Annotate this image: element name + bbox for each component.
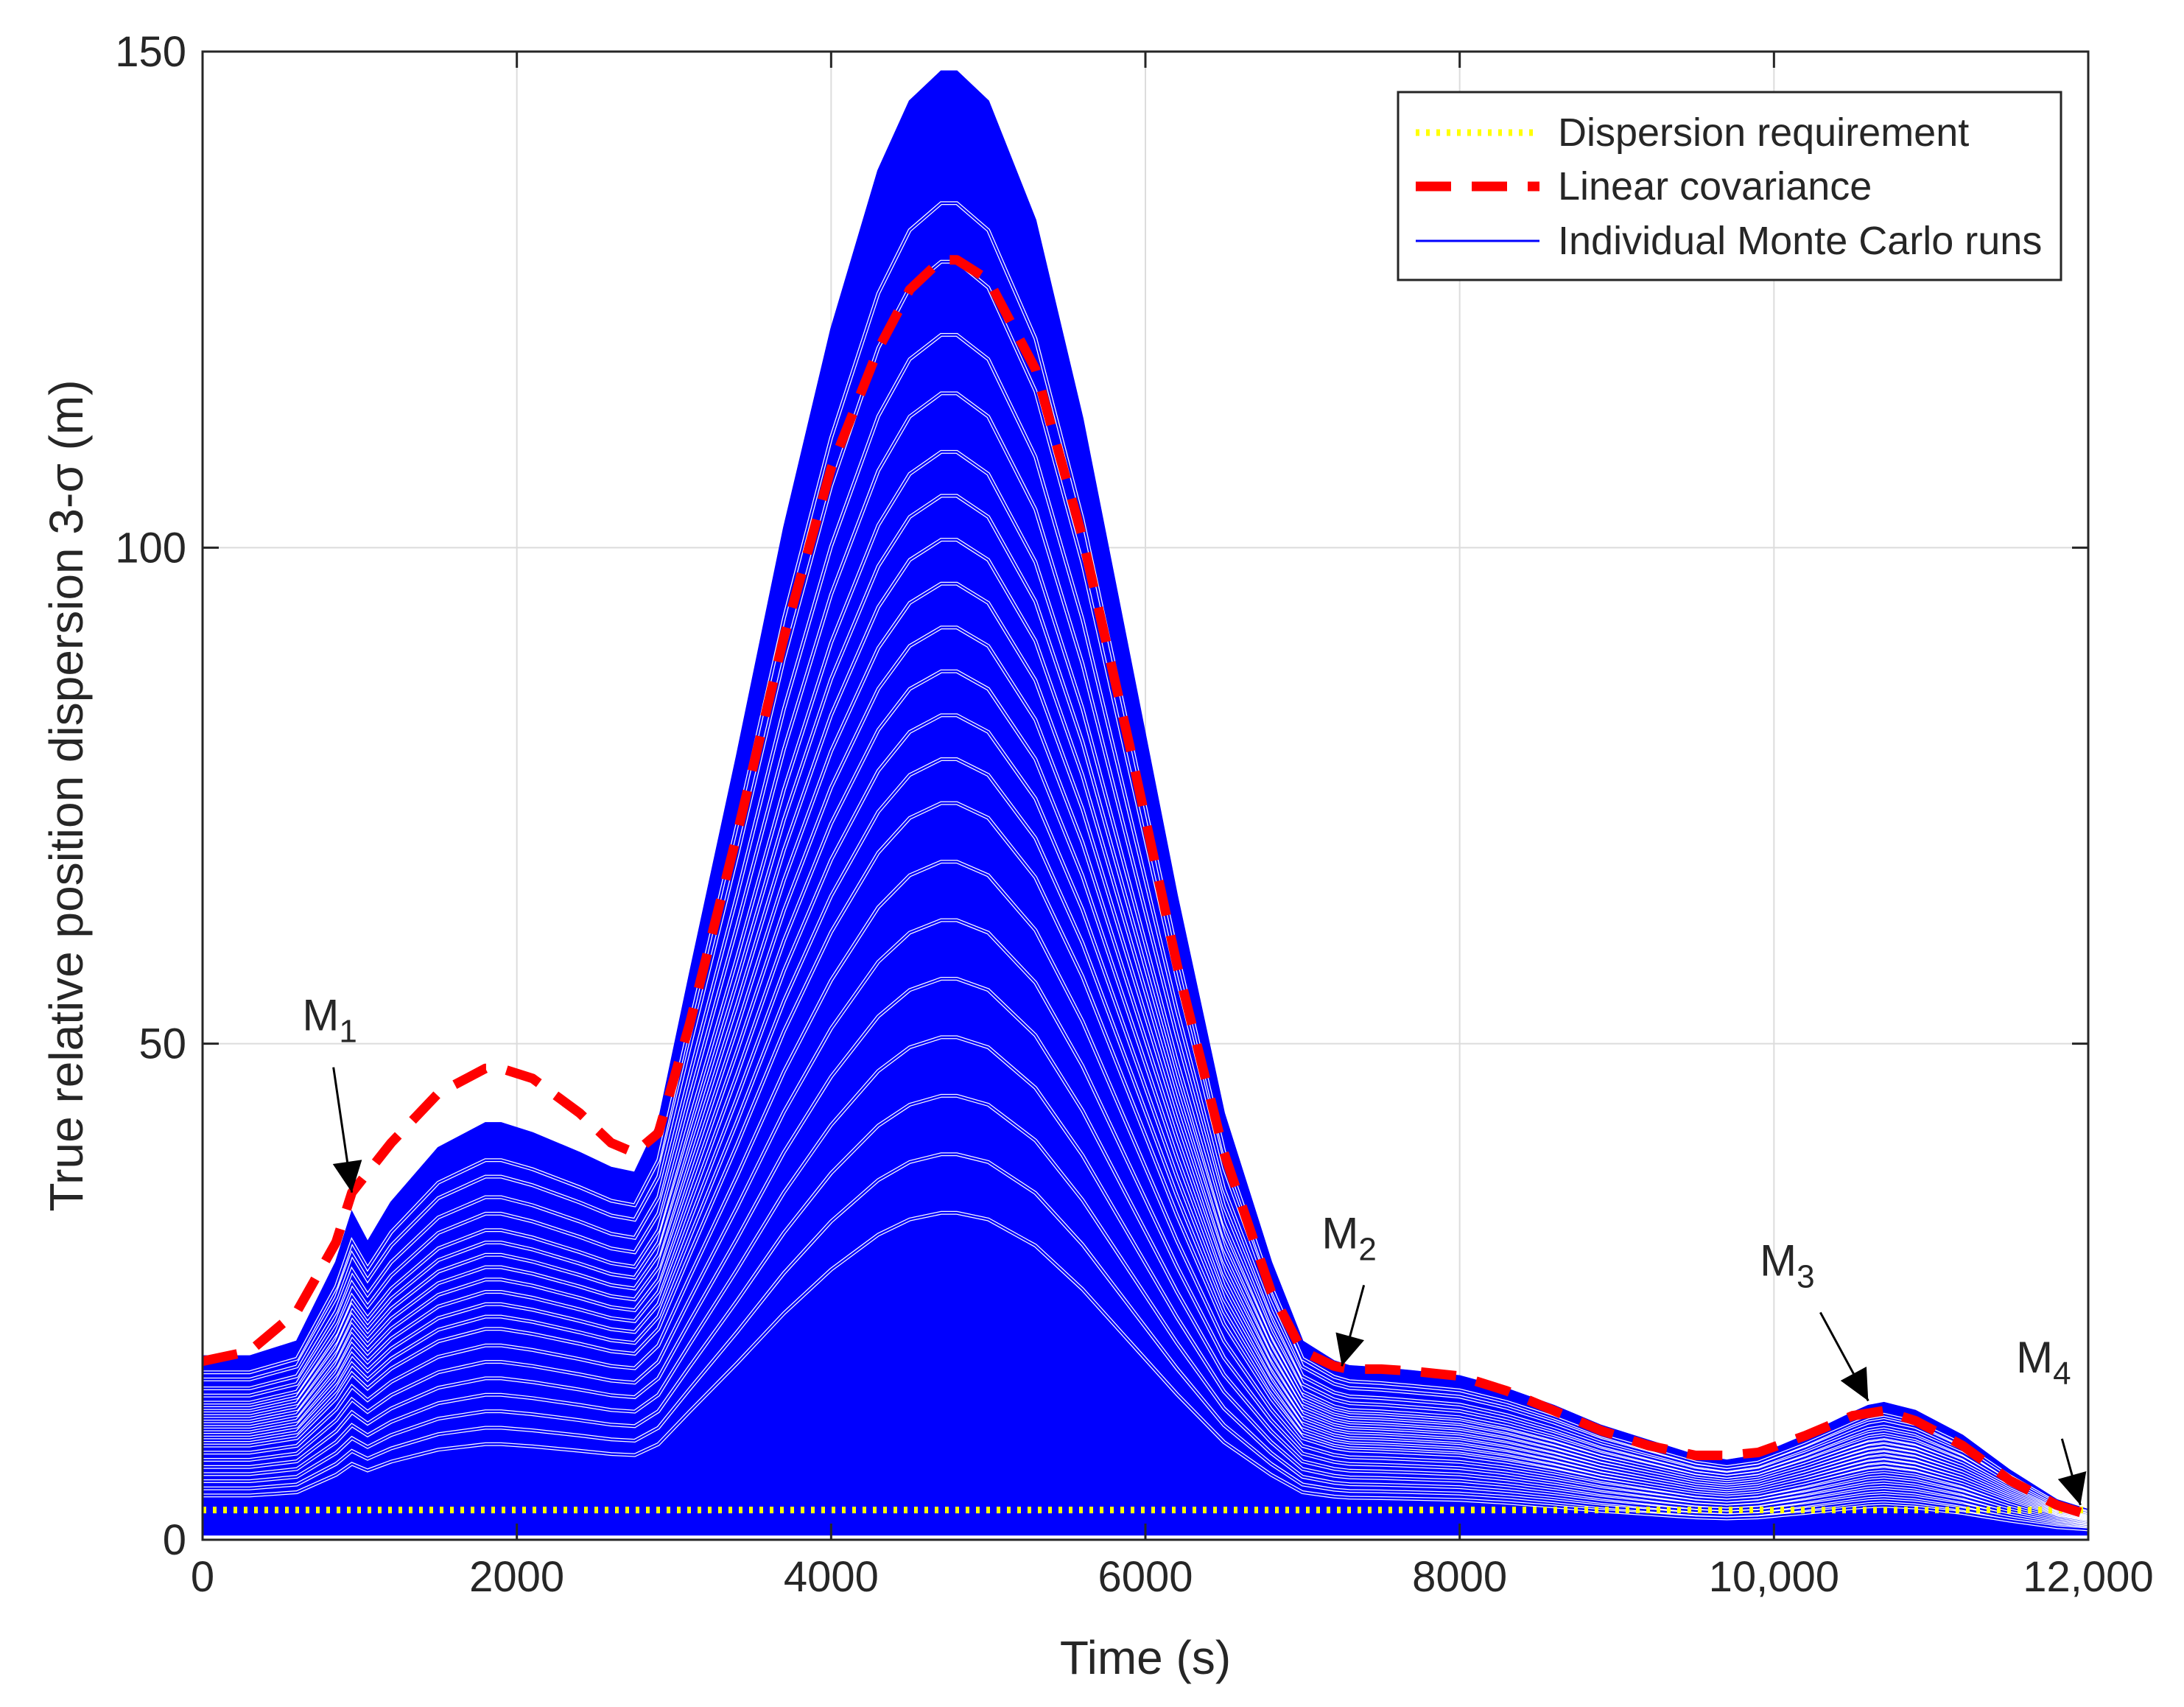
monte-carlo-run [203, 758, 2088, 1523]
x-tick-label: 2000 [469, 1553, 564, 1601]
monte-carlo-run [203, 334, 2088, 1515]
x-tick-label: 8000 [1412, 1553, 1507, 1601]
monte-carlo-run [203, 714, 2088, 1522]
y-axis-label: True relative position dispersion 3-σ (m… [40, 379, 93, 1211]
monte-carlo-run [203, 1212, 2088, 1531]
x-tick-label: 0 [191, 1553, 214, 1601]
annotation-arrow-head [1840, 1367, 1869, 1401]
legend-label-monte-carlo: Individual Monte Carlo runs [1558, 219, 2042, 263]
annotation-arrow-head [1335, 1332, 1365, 1367]
x-tick-label: 6000 [1098, 1553, 1193, 1601]
legend-label-requirement: Dispersion requirement [1558, 111, 1969, 155]
monte-carlo-run [203, 626, 2088, 1521]
monte-carlo-run [203, 451, 2088, 1518]
monte-carlo-run [203, 978, 2088, 1527]
x-tick-label: 12,000 [2023, 1553, 2153, 1601]
monte-carlo-run [203, 582, 2088, 1520]
x-tick-label: 4000 [784, 1553, 879, 1601]
annotation-subscript: 1 [339, 1014, 357, 1050]
monte-carlo-run [203, 1036, 2088, 1528]
y-tick-label: 150 [115, 28, 186, 76]
monte-carlo-run [203, 260, 2088, 1515]
linear-covariance-series [203, 255, 2088, 1520]
y-tick-label: 100 [115, 524, 186, 572]
monte-carlo-run [203, 70, 2088, 1511]
monte-carlo-runs [203, 70, 2088, 1532]
monte-carlo-run [203, 539, 2088, 1519]
x-axis-label: Time (s) [1060, 1631, 1231, 1684]
legend-box [1397, 91, 2062, 281]
y-tick-label: 50 [138, 1020, 186, 1068]
x-tick-label: 10,000 [1709, 1553, 1839, 1601]
legend-label-linear-covariance: Linear covariance [1558, 164, 1872, 208]
annotation-arrow-head [2057, 1471, 2087, 1505]
axis-ticks: 0 2000 4000 6000 8000 10,000 12,000 0 50 100 150 [115, 28, 2153, 1601]
annotation-label: M1 [302, 991, 357, 1050]
annotation-subscript: 3 [1797, 1258, 1814, 1294]
monte-carlo-run [203, 860, 2088, 1525]
annotation-subscript: 2 [1358, 1231, 1376, 1267]
monte-carlo-run [203, 919, 2088, 1526]
monte-carlo-run [203, 670, 2088, 1521]
linear-covariance-line [203, 255, 2088, 1520]
annotation-arrow-head [332, 1160, 362, 1193]
monte-carlo-run [203, 494, 2088, 1518]
y-tick-label: 0 [163, 1516, 186, 1564]
annotation-subscript: 4 [2053, 1356, 2071, 1392]
legend: Dispersion requirement Linear covariance… [1397, 91, 2062, 281]
monte-carlo-run [203, 392, 2088, 1517]
monte-carlo-run [203, 802, 2088, 1524]
